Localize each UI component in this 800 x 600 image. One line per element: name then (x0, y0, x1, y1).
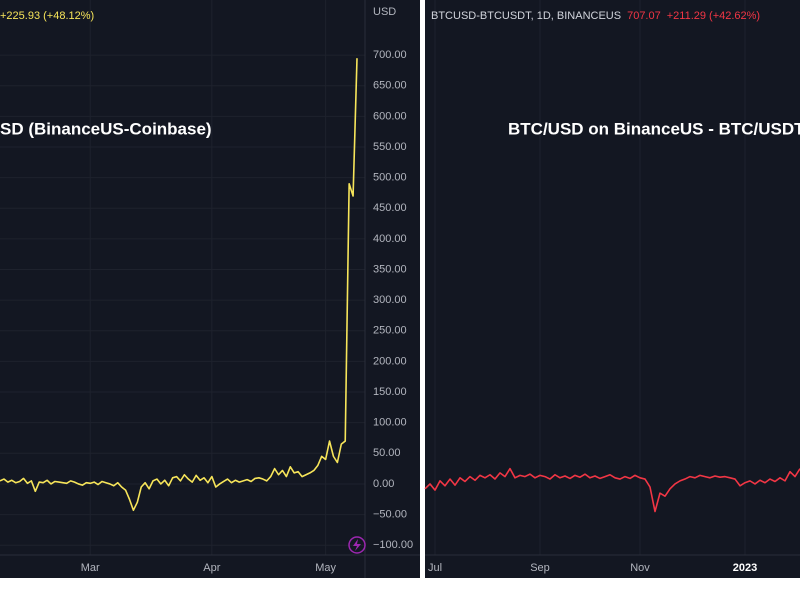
y-unit: USD (373, 6, 396, 18)
left-panel: Mar Apr May 700.00 650.00 600.00 550.00 500.00 4… (0, 0, 420, 578)
y-tick-label: 650.00 (373, 80, 407, 92)
chart-title: BTC/USD on BinanceUS - BTC/USDT o (508, 119, 800, 138)
header-legend: +225.93 (+48.12%) (0, 10, 94, 22)
y-tick-label: 700.00 (373, 49, 407, 61)
y-tick-label: 100.00 (373, 417, 407, 429)
x-tick-label: Jul (428, 562, 442, 574)
x-tick-label: Apr (203, 562, 220, 574)
y-tick-label: 500.00 (373, 172, 407, 184)
x-tick-label: Mar (81, 562, 100, 574)
x-tick-label: Nov (630, 562, 650, 574)
y-tick-label: 400.00 (373, 233, 407, 245)
y-tick-label: 50.00 (373, 447, 401, 459)
y-tick-label: 550.00 (373, 141, 407, 153)
y-tick-label: 250.00 (373, 325, 407, 337)
x-tick-label: May (315, 562, 336, 574)
header-legend: BTCUSD-BTCUSDT, 1D, BINANCEUS 707.07 +211.… (431, 10, 760, 22)
y-tick-label: 450.00 (373, 202, 407, 214)
y-tick-label: 600.00 (373, 110, 407, 122)
last-value: 707.07 (627, 10, 661, 22)
x-tick-label: Sep (530, 562, 550, 574)
y-tick-label: −50.00 (373, 508, 407, 520)
y-tick-label: 0.00 (373, 478, 394, 490)
panel-background (0, 0, 420, 578)
y-tick-label: 200.00 (373, 355, 407, 367)
change: +211.29 (+42.62%) (667, 10, 760, 22)
panel-background (425, 0, 800, 578)
change: +225.93 (+48.12%) (0, 10, 94, 22)
y-tick-label: 150.00 (373, 386, 407, 398)
x-tick-label: 2023 (733, 562, 757, 574)
lightning-icon (348, 536, 366, 554)
icon-bolt (353, 539, 361, 551)
data-line (424, 467, 800, 513)
chart-title: SD (BinanceUS-Coinbase) (0, 119, 212, 138)
data-line (0, 58, 358, 512)
y-tick-label: 300.00 (373, 294, 407, 306)
y-tick-label: −100.00 (373, 539, 413, 551)
y-tick-label: 350.00 (373, 263, 407, 275)
right-panel: Jul Sep Nov 2023 BTC/USD on BinanceUS - BTC/… (424, 0, 800, 578)
symbol: BTCUSD-BTCUSDT, 1D, BINANCEUS (431, 10, 621, 22)
icon-ring (348, 536, 366, 554)
